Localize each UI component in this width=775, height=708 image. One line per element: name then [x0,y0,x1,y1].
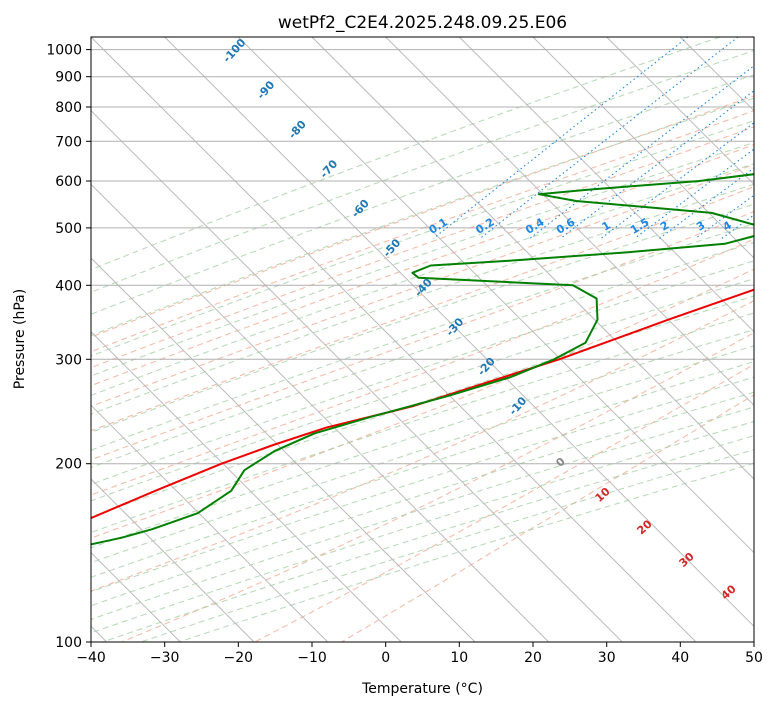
x-tick-label: 10 [450,650,468,666]
mixing-ratio-line [479,37,739,239]
dry-adiabat-line [91,50,754,293]
x-tick-label: 30 [598,650,616,666]
x-axis-ticks: −40 −30 −20 −10 0 10 20 30 40 50 [76,642,763,666]
isotherm-line [91,109,623,642]
x-tick-label: −40 [76,650,106,666]
dry-adiabat-line [91,74,754,315]
dry-adiabat-line [91,260,754,485]
y-axis-label: Pressure (hPa) [12,289,28,389]
dry-adiabat-line [91,183,754,415]
mixing-ratio-line [433,37,689,239]
dry-adiabat-line [91,223,754,451]
mixing-ratio-line [659,167,754,239]
moist-adiabat-line [91,238,754,496]
isotherm-line [606,37,754,186]
moist-adiabat-line [254,363,754,642]
x-tick-label: 40 [671,650,689,666]
y-tick-label: 300 [55,352,82,368]
moist-adiabat-line [91,143,754,387]
y-tick-label: 400 [55,278,82,294]
plot-frame [90,36,755,643]
mixing-ratio-lines [433,37,754,239]
x-tick-label: −30 [150,650,180,666]
isotherm-line [91,478,255,642]
isotherm-line [91,257,476,642]
moist-adiabat-line [91,300,754,592]
dry-adiabat-line [91,329,754,549]
dry-adiabat-line [91,312,754,534]
dry-adiabat-line [91,278,754,502]
temperature-profile-line [91,288,754,520]
isotherm-line [91,37,697,642]
sounding-profiles [91,173,754,546]
isotherm-line [237,37,754,554]
dry-adiabats [91,37,754,642]
y-tick-label: 100 [55,635,82,651]
dry-adiabat-line [91,391,754,607]
x-tick-label: 50 [745,650,763,666]
dry-adiabat-line [91,141,754,377]
moist-adiabat-line [91,185,754,432]
isotherm-line [91,183,550,642]
y-tick-label: 700 [55,134,82,150]
y-tick-label: 1000 [46,43,82,59]
moist-adiabat-line [91,268,754,539]
chart-title: wetPf2_C2E4.2025.248.09.25.E06 [278,13,567,33]
pressure-gridlines [91,49,754,642]
dry-adiabat-line [91,163,754,397]
y-tick-label: 600 [55,174,82,190]
dry-adiabat-line [91,361,754,578]
isotherm-line [164,37,754,628]
y-tick-label: 900 [55,70,82,86]
isotherm-line [91,330,402,642]
y-tick-label: 200 [55,457,82,473]
x-tick-label: 20 [524,650,542,666]
y-tick-label: 800 [55,100,82,116]
isotherm-line [91,404,329,642]
x-tick-label: −20 [224,650,254,666]
dry-adiabat-line [91,120,754,357]
x-axis-label: Temperature (°C) [361,681,483,697]
x-tick-label: 0 [381,650,390,666]
moist-adiabat-line [91,163,754,407]
dewpoint-profile-line [91,173,754,546]
isotherm-line [385,37,754,407]
x-tick-label: −10 [297,650,327,666]
y-axis-ticks: 100 200 300 400 500 600 700 800 900 1000 [46,43,91,651]
moist-adiabat-line [91,95,754,338]
isotherm-line [532,37,754,259]
dry-adiabat-line [91,97,754,337]
y-tick-label: 500 [55,221,82,237]
